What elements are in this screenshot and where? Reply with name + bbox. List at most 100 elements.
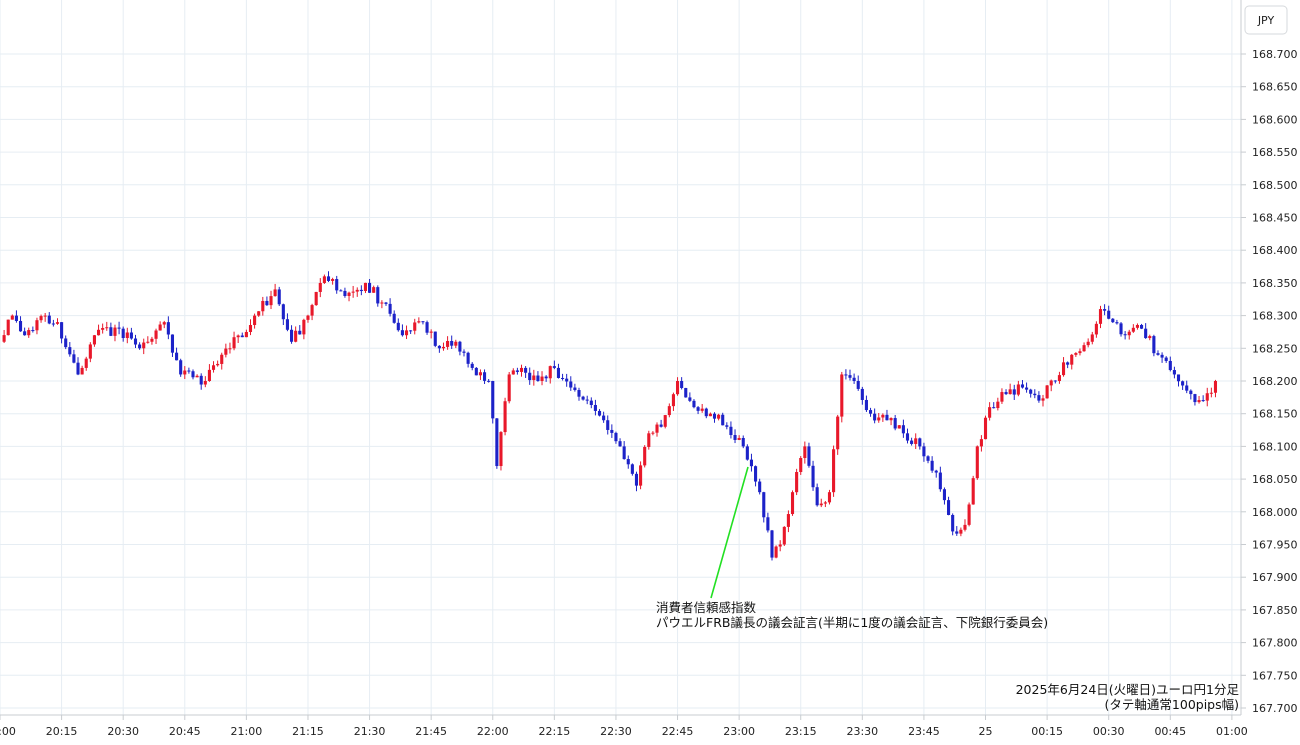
- candle-body: [774, 546, 778, 558]
- candle-body: [314, 291, 318, 306]
- annotation-pointer-line: [710, 466, 749, 599]
- candle-body: [14, 315, 18, 321]
- candle-body: [819, 503, 823, 506]
- candle-body: [1107, 310, 1111, 319]
- candle-body: [844, 374, 848, 376]
- candle-body: [97, 329, 101, 336]
- candle-body: [133, 338, 138, 345]
- candle-body: [680, 381, 684, 388]
- candle-body: [540, 376, 544, 381]
- candle-body: [532, 375, 536, 381]
- candle-body: [556, 367, 561, 378]
- price-tick-label: 168.100: [1252, 440, 1298, 453]
- candle-body: [224, 348, 228, 355]
- candle-body: [1115, 322, 1119, 324]
- candle-body: [129, 332, 133, 339]
- candle-body: [1201, 400, 1205, 402]
- candle-body: [1148, 336, 1152, 339]
- candle-body: [901, 425, 905, 434]
- candle-body: [1111, 318, 1115, 323]
- candle-body: [836, 416, 840, 450]
- candle-body: [1181, 381, 1185, 386]
- candle-body: [893, 418, 897, 429]
- candle-body: [717, 414, 721, 419]
- price-tick-label: 168.300: [1252, 310, 1298, 323]
- candle-body: [421, 321, 425, 323]
- candle-body: [565, 378, 569, 382]
- candle-body: [170, 334, 175, 353]
- candle-body: [634, 473, 639, 486]
- candle-body: [860, 388, 864, 400]
- candle-body: [433, 331, 437, 346]
- candle-body: [577, 390, 581, 397]
- candle-body: [1119, 323, 1123, 335]
- candle-body: [27, 330, 31, 336]
- candle-body: [856, 381, 860, 389]
- candle-body: [749, 459, 754, 467]
- candle-body: [1213, 381, 1218, 393]
- candle-body: [918, 438, 922, 447]
- candle-body: [733, 435, 737, 440]
- candle-body: [298, 330, 302, 335]
- candle-body: [355, 289, 359, 292]
- candle-body: [441, 346, 446, 349]
- candle-body: [790, 492, 795, 515]
- candle-body: [1144, 328, 1148, 339]
- time-tick-label: 20:45: [169, 725, 201, 738]
- candle-body: [848, 375, 852, 378]
- candle-body: [482, 372, 487, 381]
- candle-body: [938, 472, 942, 490]
- price-tick-label: 167.850: [1252, 604, 1298, 617]
- time-tick-label: 20:15: [46, 725, 78, 738]
- price-tick-label: 167.750: [1252, 669, 1298, 682]
- candle-body: [1123, 334, 1127, 336]
- price-tick-label: 168.350: [1252, 277, 1298, 290]
- candle-body: [339, 290, 343, 292]
- chart-caption-line-2: (タテ軸通常100pips幅): [1105, 697, 1239, 712]
- candle-body: [996, 401, 1000, 409]
- price-tick-label: 168.200: [1252, 375, 1298, 388]
- candle-body: [622, 446, 626, 460]
- candle-body: [782, 526, 786, 545]
- candle-body: [519, 367, 524, 372]
- annotation-line-1: 消費者信頼感指数: [656, 600, 757, 615]
- candle-body: [1057, 375, 1061, 381]
- candle-body: [326, 276, 331, 281]
- candle-body: [43, 315, 47, 317]
- time-tick-label: 21:15: [292, 725, 324, 738]
- candle-body: [413, 322, 417, 331]
- price-tick-label: 168.600: [1252, 113, 1298, 126]
- candle-body: [162, 322, 166, 325]
- candle-body: [597, 410, 602, 416]
- candle-body: [864, 399, 868, 411]
- candle-body: [1033, 393, 1037, 396]
- candle-body: [507, 374, 511, 402]
- candle-body: [409, 330, 413, 332]
- candle-body: [39, 316, 43, 321]
- candle-body: [1176, 374, 1181, 382]
- time-tick-label: 01:00: [1216, 725, 1248, 738]
- candle-body: [248, 325, 253, 332]
- candle-body: [1103, 309, 1107, 311]
- candle-body: [199, 375, 203, 385]
- plot-background: [0, 0, 1240, 715]
- candle-body: [696, 407, 700, 411]
- candle-body: [158, 324, 162, 331]
- candle-body: [499, 432, 503, 467]
- candle-body: [240, 335, 244, 338]
- candle-body: [659, 424, 663, 427]
- candle-body: [216, 363, 220, 366]
- candle-body: [1172, 370, 1176, 375]
- candle-body: [807, 446, 811, 466]
- price-tick-label: 167.900: [1252, 571, 1298, 584]
- candle-body: [150, 338, 154, 342]
- candle-body: [602, 415, 606, 421]
- candle-body: [117, 327, 121, 329]
- price-tick-label: 167.700: [1252, 702, 1298, 715]
- candle-body: [741, 437, 745, 447]
- candle-body: [285, 319, 289, 330]
- candle-body: [1098, 309, 1103, 324]
- candle-body: [478, 372, 482, 376]
- candle-body: [425, 322, 429, 333]
